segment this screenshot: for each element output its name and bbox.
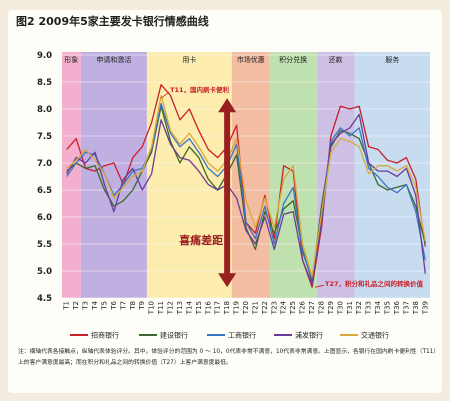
y-tick-label-8: 5.5 <box>37 240 52 250</box>
annotation-t27-leader <box>314 284 325 288</box>
x-tick-label-T5: T5 <box>100 301 108 311</box>
x-tick-label-T29: T29 <box>327 301 335 315</box>
x-tick-label-T31: T31 <box>346 301 354 315</box>
x-tick-label-T24: T24 <box>280 300 288 315</box>
x-tick-label-T33: T33 <box>365 301 373 315</box>
x-tick-label-T11: T11 <box>157 301 165 315</box>
x-tick-label-T30: T30 <box>336 301 344 315</box>
x-tick-label-T19: T19 <box>233 301 241 315</box>
x-tick-label-T38: T38 <box>412 301 420 315</box>
stage-label-2: 申请和激活 <box>96 55 131 64</box>
legend-label-4: 浦发银行 <box>295 331 323 340</box>
stage-band-4 <box>231 52 270 298</box>
x-tick-label-T28: T28 <box>317 301 325 315</box>
x-tick-label-T20: T20 <box>242 301 250 315</box>
y-tick-label-7: 6.0 <box>37 213 52 223</box>
gap-arrow-head-up <box>218 98 237 113</box>
x-tick-label-T25: T25 <box>289 301 297 315</box>
x-tick-label-T6: T6 <box>110 300 118 310</box>
stage-label-5: 积分兑换 <box>279 55 307 64</box>
x-tick-label-T15: T15 <box>195 301 203 315</box>
stage-label-3: 用卡 <box>182 55 196 64</box>
y-tick-label-2: 8.5 <box>37 78 52 88</box>
legend-label-3: 工商银行 <box>228 331 256 340</box>
stage-band-1 <box>62 52 81 298</box>
x-tick-label-T13: T13 <box>176 301 184 315</box>
stage-band-6 <box>316 52 355 298</box>
x-tick-label-T1: T1 <box>63 301 71 311</box>
x-tick-label-T12: T12 <box>167 301 175 315</box>
y-tick-label-9: 5.0 <box>37 267 52 277</box>
series-line-5 <box>66 94 426 278</box>
x-tick-label-T4: T4 <box>91 300 99 310</box>
y-tick-label-10: 4.5 <box>37 294 52 304</box>
x-tick-label-T21: T21 <box>251 301 259 315</box>
x-tick-label-T14: T14 <box>185 300 193 315</box>
stage-band-3 <box>146 52 232 298</box>
x-tick-label-T39: T39 <box>421 301 429 315</box>
stage-band-2 <box>80 52 147 298</box>
x-tick-label-T26: T26 <box>299 300 307 315</box>
y-tick-label-5: 7.0 <box>37 159 52 169</box>
x-tick-label-T10: T10 <box>148 301 156 315</box>
x-tick-label-T35: T35 <box>384 301 392 315</box>
x-tick-label-T27: T27 <box>308 301 316 315</box>
legend-label-1: 招商银行 <box>91 331 119 340</box>
x-tick-label-T7: T7 <box>119 301 127 311</box>
x-tick-label-T3: T3 <box>82 301 90 311</box>
x-tick-label-T18: T18 <box>223 301 231 315</box>
series-line-4 <box>66 113 426 286</box>
x-tick-label-T36: T36 <box>393 300 401 315</box>
stage-label-7: 服务 <box>385 55 399 64</box>
x-tick-label-T23: T23 <box>270 301 278 315</box>
x-tick-label-T32: T32 <box>355 301 363 315</box>
x-tick-label-T16: T16 <box>204 300 212 315</box>
y-tick-label-1: 9.0 <box>37 51 52 61</box>
annotation-t11-label: T11，国内刷卡便利 <box>170 85 229 94</box>
y-tick-label-4: 7.5 <box>37 132 52 142</box>
y-tick-label-6: 6.5 <box>37 186 52 196</box>
series-line-3 <box>66 102 426 280</box>
gap-arrow-shaft <box>224 110 231 276</box>
x-tick-label-T34: T34 <box>374 300 382 315</box>
stage-label-6: 还款 <box>329 55 343 64</box>
chart-title: 图2 2009年5家主要发卡银行情感曲线 <box>16 15 209 28</box>
legend-label-2: 建设银行 <box>160 331 188 340</box>
y-tick-label-3: 8.0 <box>37 105 52 115</box>
x-tick-label-T8: T8 <box>129 301 137 311</box>
x-tick-label-T37: T37 <box>402 301 410 315</box>
annotation-t11-leader <box>160 91 170 99</box>
legend-label-5: 交通银行 <box>361 331 389 340</box>
stage-band-7 <box>354 52 430 298</box>
x-tick-label-T22: T22 <box>261 301 269 315</box>
gap-arrow-head-down <box>218 273 237 288</box>
x-tick-label-T17: T17 <box>214 301 222 315</box>
chart-note: 注：横轴代表各接触点，纵轴代表体验评分。其中，体验评分的范围为 0 ～ 10，0… <box>18 349 437 366</box>
stage-label-1: 形象 <box>64 55 78 64</box>
stage-label-4: 市场优惠 <box>237 55 265 64</box>
x-tick-label-T9: T9 <box>138 301 146 311</box>
x-tick-label-T2: T2 <box>72 301 80 311</box>
annotation-t27-label: T27，积分和礼品之间的转换价值 <box>325 279 423 288</box>
annotation-gap-label: 喜痛差距 <box>179 233 223 247</box>
